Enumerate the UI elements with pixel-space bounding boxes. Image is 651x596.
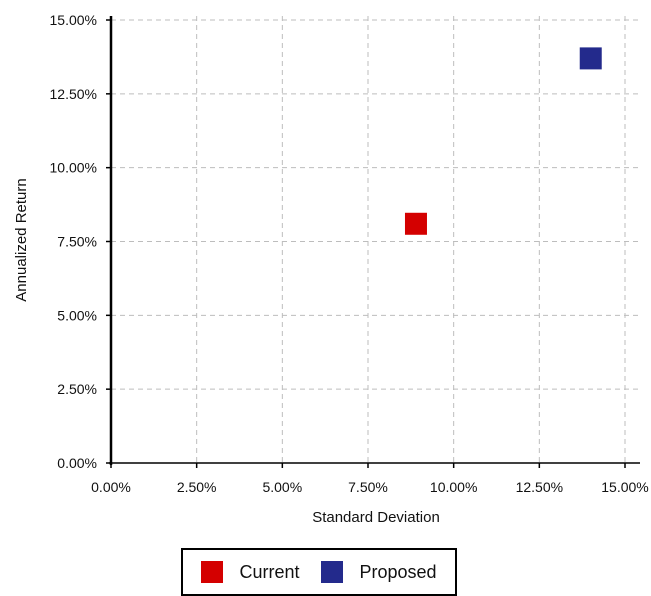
y-tick-label: 7.50% <box>57 234 97 250</box>
y-axis-title: Annualized Return <box>13 178 30 301</box>
grid-lines <box>111 16 640 464</box>
axes <box>106 16 640 468</box>
y-tick-label: 5.00% <box>57 307 97 323</box>
x-axis-title: Standard Deviation <box>312 509 440 526</box>
y-tick-label: 15.00% <box>50 12 97 28</box>
legend-label-current: Current <box>239 561 300 582</box>
x-tick-label: 5.00% <box>262 479 302 495</box>
y-tick-label: 12.50% <box>50 86 97 102</box>
y-tick-label: 10.00% <box>50 160 97 176</box>
x-tick-label: 15.00% <box>601 479 648 495</box>
legend-label-proposed: Proposed <box>359 561 437 582</box>
legend-item-proposed: Proposed <box>321 561 437 583</box>
scatter-chart: 0.00% 2.50% 5.00% 7.50% 10.00% 12.50% 15.00% 0.… <box>13 12 649 526</box>
data-point-proposed <box>579 47 602 70</box>
x-tick-label: 10.00% <box>430 479 477 495</box>
legend-item-current: Current <box>201 561 299 583</box>
x-tick-label: 2.50% <box>177 479 217 495</box>
x-tick-label: 7.50% <box>348 479 388 495</box>
y-tick-label: 0.00% <box>57 455 97 471</box>
data-points <box>404 47 602 235</box>
data-point-current <box>404 212 427 235</box>
tick-labels: 0.00% 2.50% 5.00% 7.50% 10.00% 12.50% 15.00% 0.… <box>50 12 649 495</box>
legend-swatch-current <box>201 561 224 583</box>
x-tick-label: 0.00% <box>91 479 131 495</box>
x-tick-label: 12.50% <box>516 479 563 495</box>
legend-swatch-proposed <box>321 561 344 583</box>
chart-legend: Current Proposed <box>181 548 457 596</box>
y-tick-label: 2.50% <box>57 381 97 397</box>
